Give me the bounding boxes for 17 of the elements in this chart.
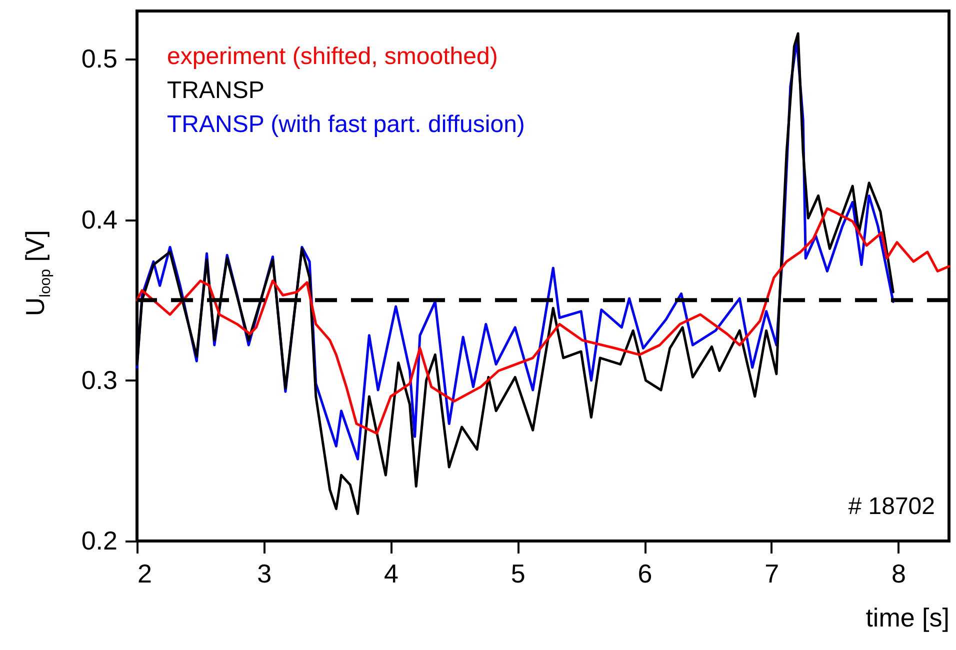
text: experiment (shifted, smoothed)	[167, 43, 498, 70]
line-series	[136, 207, 950, 435]
y-tick-label: 0.3	[81, 364, 118, 395]
x-axis-title: time [s]	[866, 602, 950, 632]
annotation: # 18702	[848, 493, 935, 520]
x-tick-label: 8	[892, 558, 906, 588]
text: TRANSP (with fast part. diffusion)	[167, 111, 525, 138]
x-tick-label: 2	[138, 558, 152, 588]
x-tick-label: 7	[764, 558, 780, 588]
x-tick-label: 3	[257, 558, 272, 588]
x-tick-label: 6	[638, 558, 652, 588]
y-tick-label: 0.4	[81, 204, 118, 234]
y-tick-label: 0.2	[81, 526, 118, 556]
x-tick-label: 4	[384, 558, 398, 588]
text: TRANSP	[167, 77, 264, 104]
y-tick-label: 0.5	[81, 44, 118, 74]
x-tick-label: 5	[510, 558, 526, 588]
